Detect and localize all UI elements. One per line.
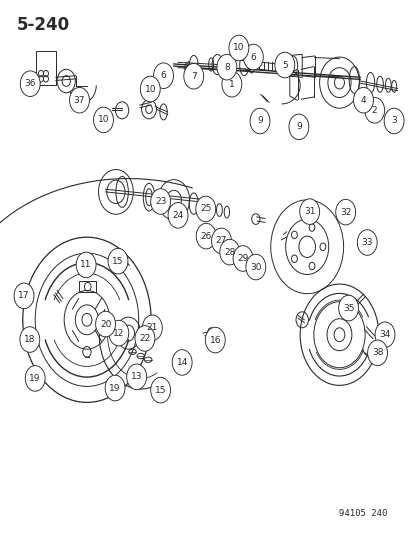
Text: 23: 23	[154, 197, 166, 206]
Text: 22: 22	[139, 334, 150, 343]
Circle shape	[274, 52, 294, 78]
Text: 8: 8	[223, 63, 229, 71]
Text: 9: 9	[295, 123, 301, 131]
Circle shape	[249, 108, 269, 134]
Circle shape	[95, 311, 115, 337]
Circle shape	[109, 320, 128, 346]
Circle shape	[364, 98, 384, 123]
Text: 10: 10	[233, 44, 244, 52]
Text: 94105 240: 94105 240	[338, 509, 386, 518]
Text: 25: 25	[199, 205, 211, 213]
Text: 14: 14	[176, 358, 188, 367]
Circle shape	[150, 189, 170, 214]
Circle shape	[216, 54, 236, 80]
Circle shape	[228, 35, 248, 61]
Text: 32: 32	[339, 208, 351, 216]
Text: 15: 15	[112, 257, 123, 265]
Circle shape	[233, 246, 252, 271]
Circle shape	[14, 283, 34, 309]
Text: 16: 16	[209, 336, 221, 344]
Text: 35: 35	[342, 304, 354, 312]
Circle shape	[288, 114, 308, 140]
Text: 4: 4	[360, 96, 366, 104]
Circle shape	[196, 223, 216, 249]
Circle shape	[221, 71, 241, 97]
Circle shape	[183, 63, 203, 89]
Circle shape	[243, 44, 263, 70]
Text: 31: 31	[303, 207, 315, 216]
Circle shape	[168, 203, 188, 228]
Text: 11: 11	[80, 261, 92, 269]
Text: 1: 1	[228, 80, 234, 88]
Text: 2: 2	[371, 106, 377, 115]
Circle shape	[108, 248, 128, 274]
Circle shape	[383, 108, 403, 134]
Text: 37: 37	[74, 96, 85, 104]
Circle shape	[140, 76, 160, 102]
Circle shape	[20, 327, 40, 352]
Text: 5-240: 5-240	[17, 16, 69, 34]
Circle shape	[25, 366, 45, 391]
Text: 38: 38	[371, 349, 382, 357]
Circle shape	[195, 196, 215, 222]
Text: 21: 21	[146, 324, 158, 332]
Circle shape	[93, 107, 113, 133]
Text: 18: 18	[24, 335, 36, 344]
Circle shape	[299, 199, 319, 224]
Text: 29: 29	[237, 254, 248, 263]
Text: 13: 13	[131, 373, 142, 381]
Circle shape	[150, 377, 170, 403]
Text: 3: 3	[390, 117, 396, 125]
Text: 33: 33	[361, 238, 372, 247]
Circle shape	[135, 326, 154, 351]
Bar	[36, 51, 56, 85]
Circle shape	[20, 71, 40, 96]
Text: 6: 6	[160, 71, 166, 80]
Circle shape	[367, 340, 387, 366]
Circle shape	[245, 254, 265, 280]
Circle shape	[338, 295, 358, 321]
Text: 19: 19	[29, 374, 41, 383]
Text: 10: 10	[97, 116, 109, 124]
Circle shape	[142, 315, 162, 341]
Circle shape	[374, 322, 394, 348]
Text: 20: 20	[100, 320, 111, 328]
Text: 12: 12	[113, 329, 124, 337]
Text: 24: 24	[172, 211, 183, 220]
Circle shape	[69, 87, 89, 113]
Circle shape	[76, 252, 96, 278]
Text: 17: 17	[18, 292, 30, 300]
Text: 19: 19	[109, 384, 121, 392]
Text: 30: 30	[249, 263, 261, 271]
Text: 5: 5	[281, 61, 287, 69]
Text: 26: 26	[200, 232, 211, 240]
Bar	[28, 333, 36, 340]
Circle shape	[219, 239, 239, 265]
Text: 9: 9	[256, 117, 262, 125]
Circle shape	[153, 63, 173, 88]
Text: 15: 15	[154, 386, 166, 394]
Text: 7: 7	[190, 72, 196, 80]
Circle shape	[211, 228, 231, 254]
Circle shape	[205, 327, 225, 353]
Text: 34: 34	[378, 330, 390, 339]
Bar	[78, 281, 96, 292]
Text: 10: 10	[144, 85, 156, 93]
Text: 36: 36	[24, 79, 36, 88]
Circle shape	[172, 350, 192, 375]
Circle shape	[105, 375, 125, 401]
Circle shape	[356, 230, 376, 255]
Text: 28: 28	[223, 248, 235, 256]
Circle shape	[335, 199, 355, 225]
Circle shape	[126, 364, 146, 390]
Text: 27: 27	[215, 237, 227, 245]
Circle shape	[353, 87, 373, 113]
Text: 6: 6	[250, 53, 256, 61]
